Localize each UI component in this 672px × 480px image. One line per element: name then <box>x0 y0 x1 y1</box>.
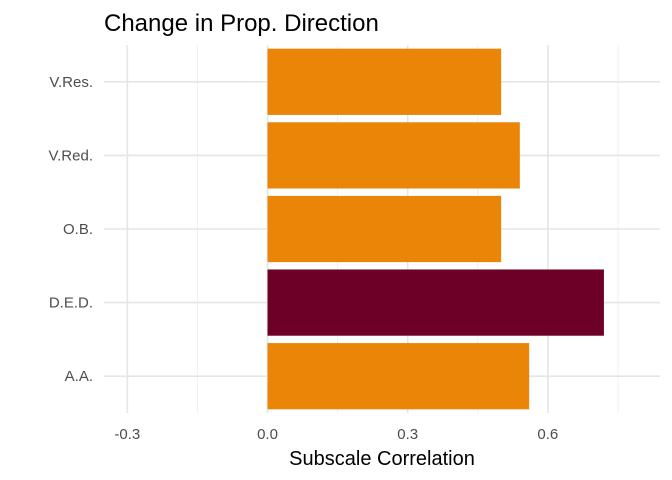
bar-vres <box>267 48 502 115</box>
bar-vred <box>267 122 520 189</box>
x-axis-label: Subscale Correlation <box>289 448 475 470</box>
x-tick-label: 0.0 <box>257 426 278 443</box>
x-tick-label: 0.6 <box>537 426 558 443</box>
x-tick-label: 0.3 <box>397 426 418 443</box>
y-tick-label: V.Red. <box>49 147 93 164</box>
chart-title: Change in Prop. Direction <box>104 10 379 37</box>
bars <box>267 48 604 410</box>
y-tick-label: O.B. <box>63 221 93 238</box>
bar-aa <box>267 343 530 410</box>
y-tick-label: D.E.D. <box>49 295 93 312</box>
y-tick-labels: A.A. D.E.D. O.B. V.Red. V.Res. <box>49 74 93 385</box>
x-tick-label: -0.3 <box>114 426 140 443</box>
y-tick-label: V.Res. <box>49 74 93 91</box>
bar-ob <box>267 195 502 263</box>
x-tick-labels: -0.3 0.0 0.3 0.6 <box>114 426 558 443</box>
y-tick-label: A.A. <box>65 368 93 385</box>
bar-ded <box>267 269 604 336</box>
